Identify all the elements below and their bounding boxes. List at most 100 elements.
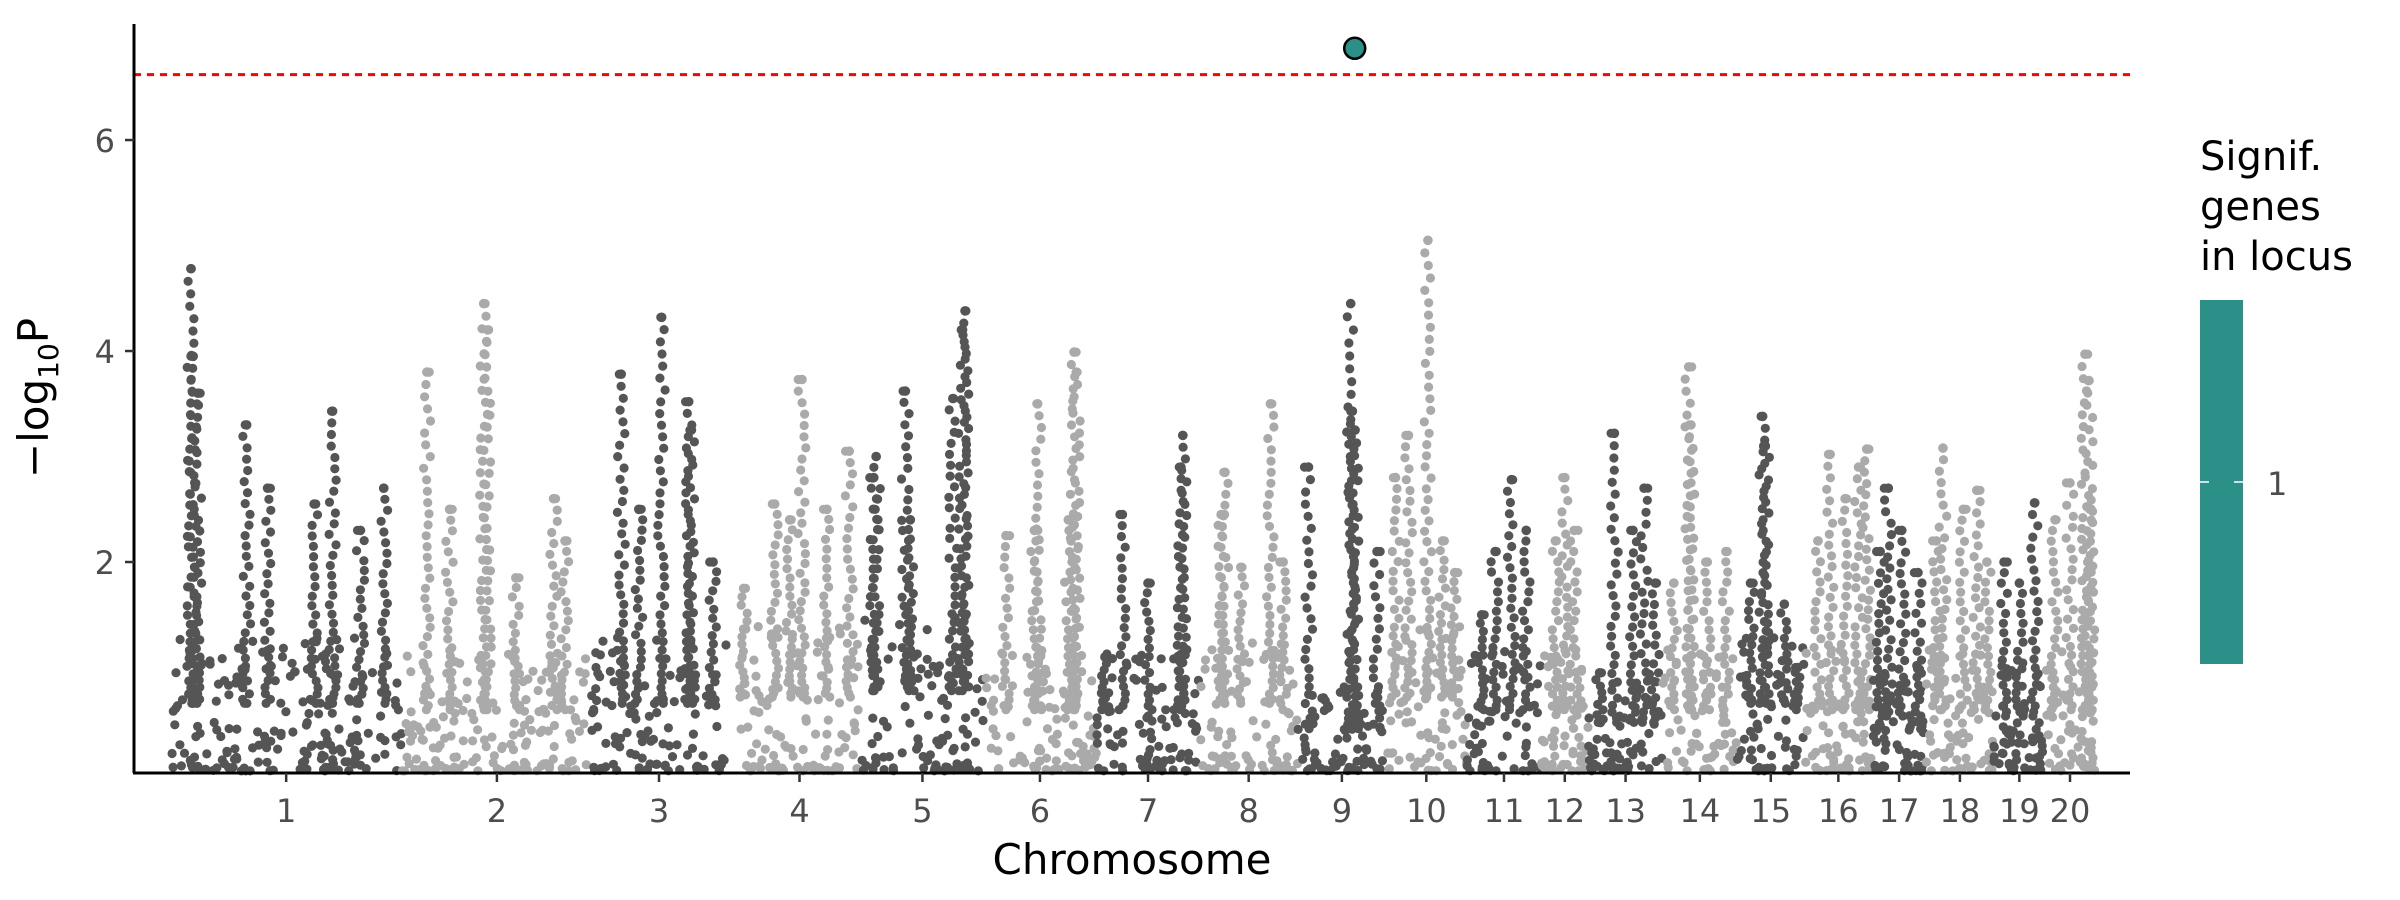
snp-point	[1913, 680, 1924, 690]
snp-point	[955, 461, 965, 471]
snp-point	[1266, 445, 1276, 455]
snp-point	[1916, 598, 1926, 609]
snp-point	[380, 608, 390, 618]
snp-point	[1404, 596, 1414, 606]
snp-point	[1460, 720, 1470, 730]
snp-point	[562, 546, 572, 557]
snp-point	[192, 537, 203, 547]
snp-point	[768, 640, 778, 651]
snp-point	[1421, 586, 1431, 596]
snp-point	[738, 646, 749, 657]
snp-point	[1625, 669, 1636, 679]
snp-point	[508, 730, 518, 740]
snp-point	[840, 491, 851, 501]
snp-point	[1609, 465, 1619, 475]
peak-point	[905, 515, 916, 525]
snp-point	[1720, 616, 1730, 626]
snp-point	[771, 759, 781, 769]
snp-point	[1416, 730, 1426, 740]
snp-point	[760, 744, 770, 754]
snp-point	[1178, 584, 1188, 595]
chromosome-4-points	[735, 374, 863, 776]
snp-point	[264, 494, 274, 504]
snp-point	[1872, 655, 1883, 665]
snp-point	[1309, 754, 1319, 765]
snp-point	[1477, 738, 1487, 749]
snp-point	[263, 579, 273, 589]
peak-point	[1825, 449, 1835, 460]
snp-point	[796, 508, 806, 518]
snp-point	[1346, 389, 1356, 399]
snp-point	[1584, 741, 1594, 751]
snp-point	[688, 460, 698, 470]
snp-point	[845, 612, 855, 622]
snp-point	[1421, 484, 1431, 494]
snp-point	[1239, 581, 1250, 591]
snp-point	[481, 650, 491, 661]
snp-point	[549, 538, 559, 549]
snp-point	[1631, 581, 1641, 591]
snp-point	[2061, 533, 2071, 543]
snp-point	[672, 740, 682, 750]
snp-point	[1184, 755, 1194, 765]
snp-point	[564, 557, 574, 567]
snp-point	[1689, 533, 1699, 543]
snp-point	[1177, 749, 1187, 759]
snp-point	[609, 677, 619, 687]
snp-point	[2068, 605, 2078, 615]
snp-point	[1763, 600, 1773, 610]
snp-point	[1665, 728, 1675, 738]
snp-point	[1345, 364, 1355, 374]
snp-point	[874, 609, 884, 620]
snp-point	[1422, 537, 1432, 547]
snp-point	[1276, 677, 1286, 687]
snp-point	[1936, 478, 1946, 488]
snp-point	[1218, 610, 1228, 621]
snp-point	[887, 642, 897, 652]
snp-point	[2011, 695, 2021, 705]
snp-point	[1859, 501, 1869, 511]
snp-point	[302, 749, 312, 760]
peak-point	[871, 451, 881, 462]
snp-point	[1553, 616, 1564, 626]
snp-point	[1068, 595, 1078, 605]
snp-point	[353, 736, 363, 746]
snp-point	[773, 632, 783, 642]
snp-point	[1592, 734, 1602, 744]
snp-point	[1392, 483, 1402, 494]
snp-point	[1864, 595, 1874, 605]
snp-point	[1423, 310, 1434, 320]
peak-point	[1686, 420, 1696, 430]
snp-point	[949, 482, 960, 492]
snp-point	[1032, 502, 1042, 512]
peak-point	[1449, 567, 1460, 578]
snp-point	[615, 474, 625, 484]
peak-point	[1345, 298, 1356, 309]
snp-point	[1773, 731, 1783, 741]
snp-point	[552, 505, 562, 515]
snp-point	[479, 374, 489, 384]
snp-point	[1749, 587, 1759, 598]
snp-point	[1384, 764, 1394, 774]
snp-point	[1606, 756, 1616, 767]
snp-point	[842, 638, 853, 648]
snp-point	[1935, 667, 1945, 677]
x-tick-label: 2	[487, 792, 507, 830]
snp-point	[176, 761, 186, 771]
snp-point	[782, 554, 793, 564]
snp-point	[1904, 725, 1914, 735]
snp-point	[1473, 657, 1483, 668]
snp-point	[1142, 607, 1152, 617]
snp-point	[1810, 606, 1820, 616]
snp-point	[1375, 603, 1385, 613]
snp-point	[1523, 659, 1533, 669]
snp-point	[327, 580, 337, 591]
snp-point	[1994, 759, 2004, 769]
snp-point	[1980, 577, 1991, 587]
snp-point	[1684, 554, 1694, 564]
snp-point	[1557, 507, 1567, 517]
snp-point	[2063, 614, 2073, 624]
snp-point	[222, 746, 232, 756]
snp-point	[906, 597, 916, 607]
peak-point	[948, 393, 958, 404]
